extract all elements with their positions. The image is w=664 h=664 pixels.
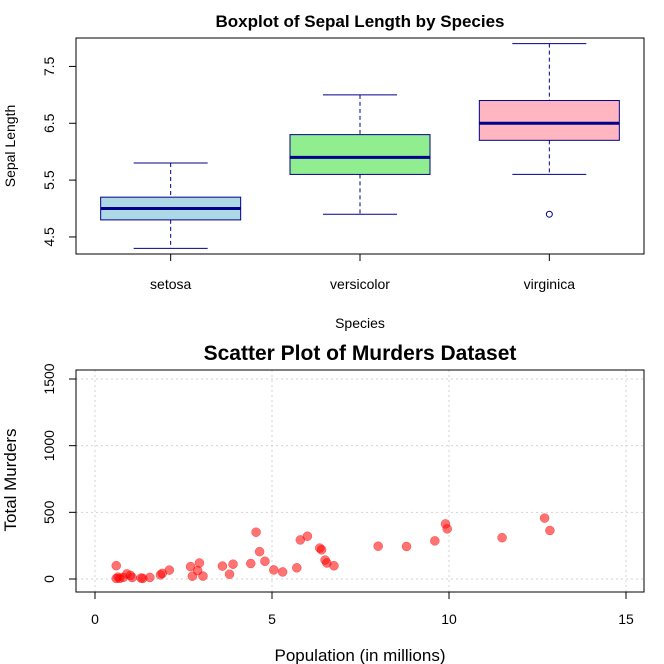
box-versicolor [289,94,431,215]
scatter-point [442,524,452,534]
boxplot-x-tick-label: virginica [524,276,576,292]
scatter-y-axis: 0 500 1000 1500 [41,363,76,583]
scatter-x-title: Population (in millions) [274,646,445,664]
scatter-point [224,569,235,579]
boxplot-y-axis: 4.5 5.5 6.5 7.5 [41,56,76,247]
scatter-y-tick-label: 1500 [41,363,57,394]
scatter-point [329,561,339,571]
scatter-x-tick-label: 10 [441,611,457,627]
scatter-point [246,558,256,569]
scatter-grid [76,370,644,592]
scatter-x-tick-label: 15 [618,611,634,627]
scatter-y-title: Total Murders [1,429,20,532]
scatter-point [251,527,261,537]
scatter-point [164,565,175,575]
scatter-point [260,556,270,567]
scatter-point [401,541,412,552]
scatter-point [539,513,550,523]
scatter-point [228,559,238,569]
scatter-point [217,561,228,571]
scatter-point [145,572,155,583]
box-setosa [100,162,242,249]
box-iqr [478,100,620,141]
scatter-chart: Scatter Plot of Murders Dataset 05001000… [1,342,645,664]
scatter-point [254,546,265,557]
boxplot-x-tick-label: setosa [150,276,191,292]
scatter-point [302,531,313,541]
scatter-point [198,571,208,581]
scatter-point [277,567,288,577]
boxplot-y-tick-label: 6.5 [41,113,57,133]
scatter-point [194,558,205,568]
scatter-point [269,565,279,575]
boxplot-x-title: Species [335,315,385,331]
scatter-point [545,525,555,536]
scatter-point [497,532,507,543]
scatter-point [292,563,302,573]
boxplot-chart: Boxplot of Sepal Length by Species 4.5 5.… [2,12,645,331]
scatter-title: Scatter Plot of Murders Dataset [204,342,517,365]
scatter-x-tick-label: 5 [268,611,276,627]
scatter-point [430,536,440,546]
boxplot-y-title: Sepal Length [2,105,18,188]
boxplot-y-tick-label: 4.5 [41,227,57,247]
scatter-y-tick-label: 500 [41,500,57,524]
boxplot-title: Boxplot of Sepal Length by Species [215,12,504,31]
scatter-point [111,560,121,571]
scatter-y-tick-label: 1000 [41,430,57,461]
box-outlier [545,210,553,218]
boxplot-y-tick-label: 5.5 [41,170,57,190]
scatter-y-tick-label: 0 [41,575,57,583]
box-virginica [478,43,620,218]
box-iqr [289,134,431,175]
boxplot-x-axis: setosa versicolor virginica [150,254,575,292]
scatter-frame [75,369,645,593]
boxplot-boxes [100,43,620,249]
boxplot-x-tick-label: versicolor [330,276,390,292]
scatter-point [127,572,137,583]
boxplot-y-tick-label: 7.5 [41,56,57,76]
scatter-points [111,513,555,584]
scatter-x-axis: 0 5 10 15 [91,592,634,627]
scatter-point [316,545,327,555]
scatter-point [373,541,383,551]
scatter-point [185,561,196,572]
scatter-x-tick-label: 0 [91,611,99,627]
